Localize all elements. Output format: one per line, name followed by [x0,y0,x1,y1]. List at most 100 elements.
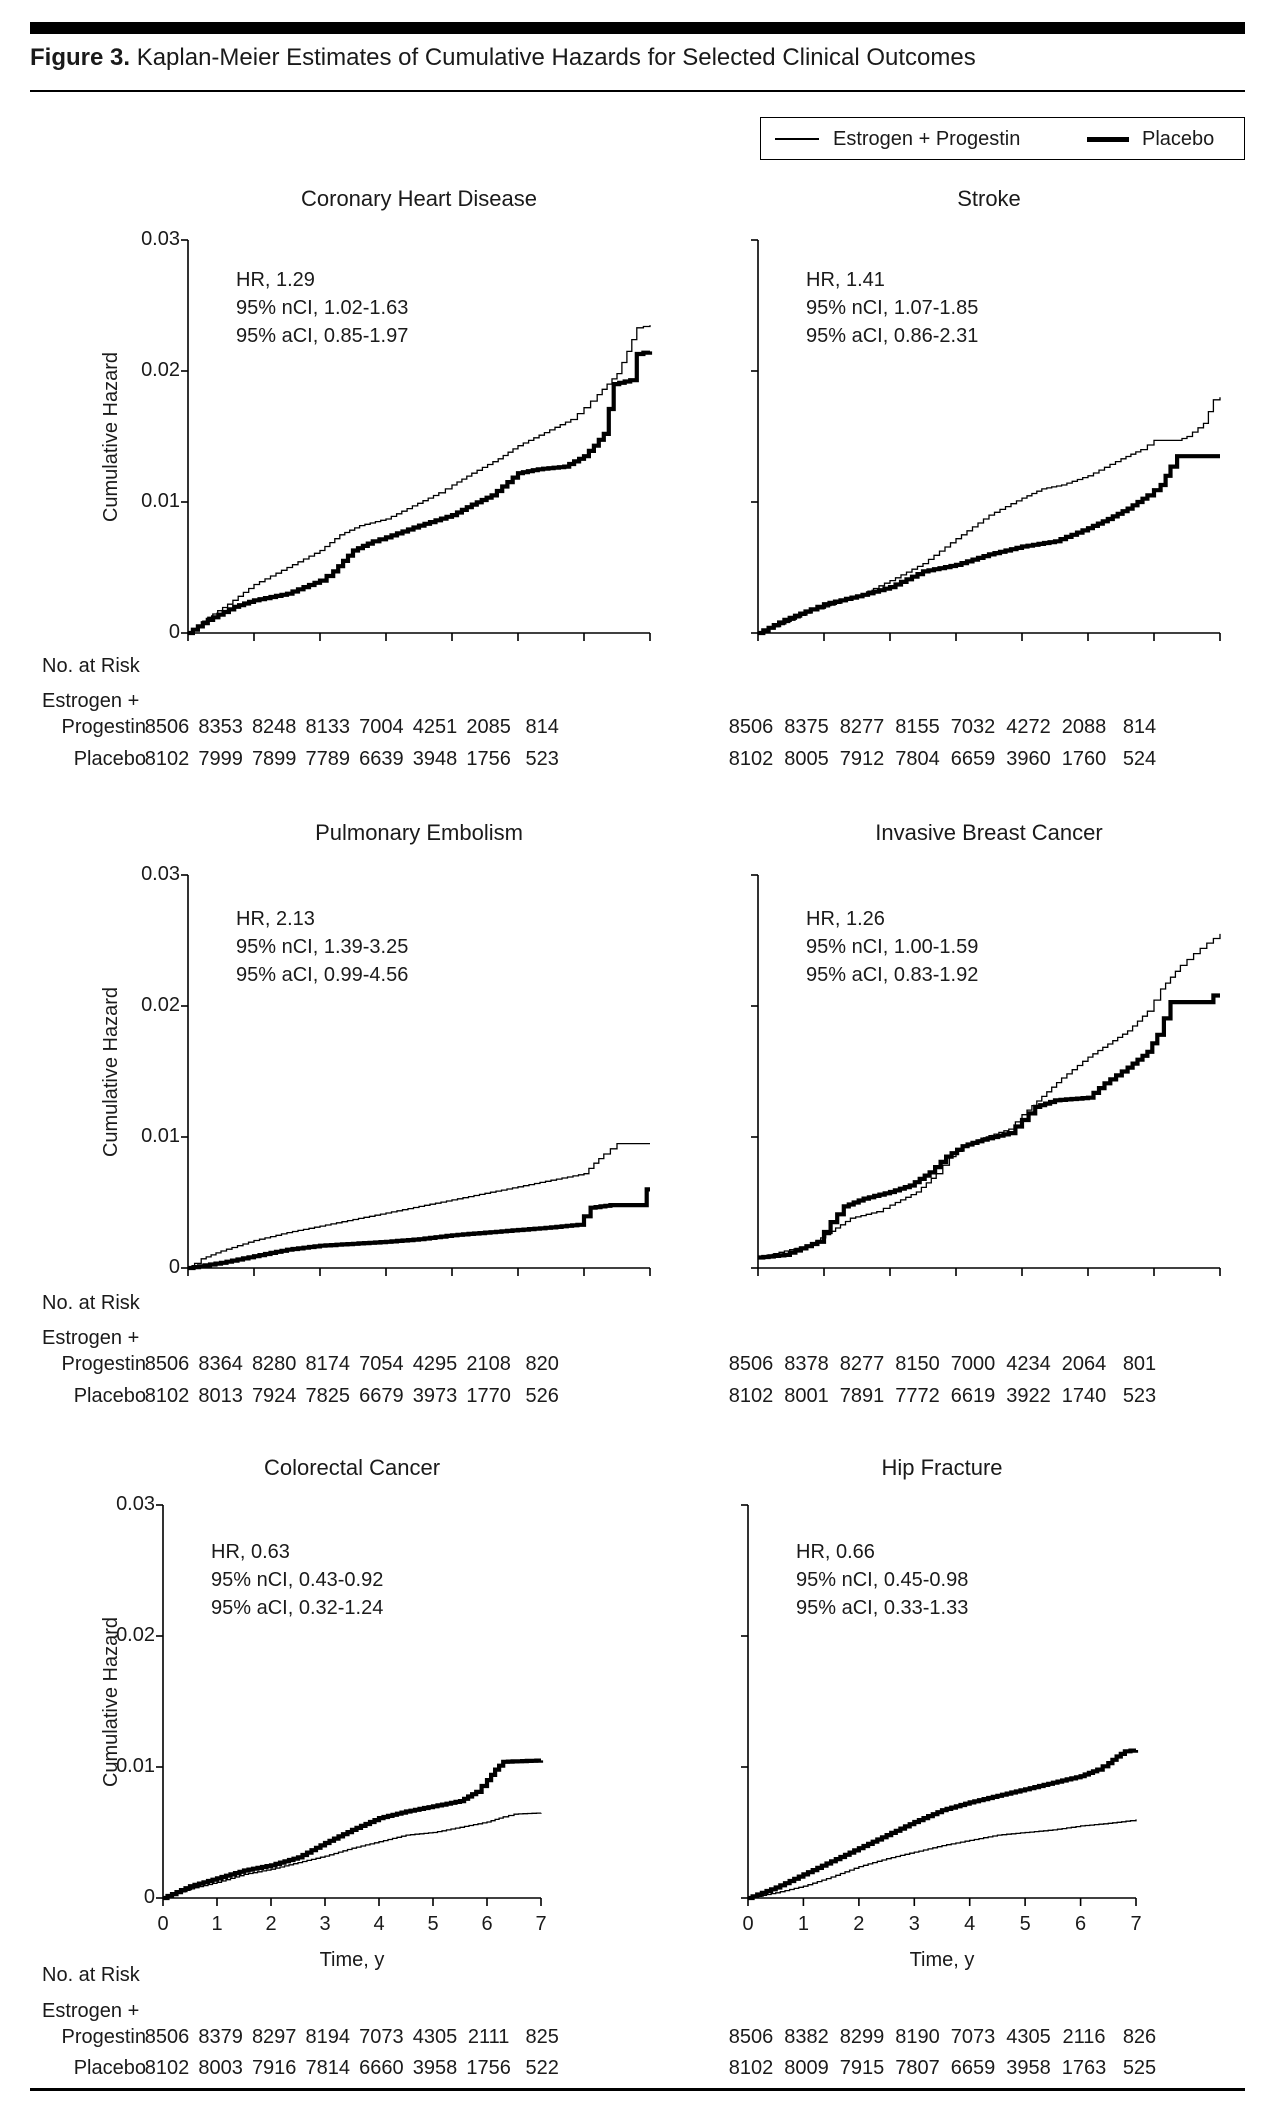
risk-count-estrogen-progestin: 8506 [728,716,774,738]
hr-value: HR, 1.26 [806,908,885,930]
risk-count-estrogen-progestin: 825 [525,2026,559,2048]
risk-count-placebo: 1740 [1061,1385,1107,1407]
risk-count-placebo: 8003 [198,2057,243,2079]
x-tick-label: 4 [964,1913,976,1935]
risk-count-estrogen-progestin: 7004 [359,716,404,738]
risk-group-progestin-label: Progestin [61,2026,147,2048]
km-plot-coronary-heart-disease [181,239,653,641]
risk-count-placebo: 1770 [466,1385,511,1407]
risk-count-estrogen-progestin: 8299 [839,2026,885,2048]
y-axis-label: Cumulative Hazard [100,986,122,1157]
y-tick-label: 0 [143,1886,155,1908]
risk-count-estrogen-progestin: 8280 [251,1353,297,1375]
risk-count-placebo: 6619 [950,1385,996,1407]
y-tick-label: 0.03 [141,863,180,885]
x-tick-label: 6 [1075,1913,1087,1935]
risk-count-estrogen-progestin: 8378 [784,1353,829,1375]
nci-value: 95% nCI, 1.07-1.85 [806,297,979,319]
panel-title: Stroke [957,186,1021,211]
risk-count-placebo: 6660 [359,2057,404,2079]
risk-count-placebo: 8102 [728,2057,774,2079]
risk-count-estrogen-progestin: 7032 [950,716,996,738]
risk-count-estrogen-progestin: 8379 [198,2026,243,2048]
risk-count-placebo: 7999 [198,748,243,770]
risk-group-estrogen-label: Estrogen + [42,690,140,712]
risk-group-estrogen-label: Estrogen + [42,1327,140,1349]
nci-value: 95% nCI, 1.02-1.63 [236,297,409,319]
y-tick-label: 0.02 [116,1624,155,1646]
risk-count-placebo: 526 [525,1385,559,1407]
risk-group-placebo-label: Placebo [73,1385,146,1407]
risk-count-placebo: 8102 [728,1385,774,1407]
x-axis-label: Time, y [909,1949,975,1971]
risk-count-estrogen-progestin: 826 [1122,2026,1157,2048]
x-tick-label: 7 [535,1913,547,1935]
hr-value: HR, 2.13 [236,908,315,930]
x-tick-label: 2 [853,1913,865,1935]
y-tick-label: 0.02 [141,994,180,1016]
figure-label: Figure 3. [30,44,131,71]
risk-count-estrogen-progestin: 801 [1122,1353,1157,1375]
risk-count-estrogen-progestin: 8506 [728,1353,774,1375]
x-tick-label: 0 [742,1913,754,1935]
bottom-rule-bar [30,2088,1245,2091]
risk-count-estrogen-progestin: 8382 [784,2026,829,2048]
risk-count-placebo: 8102 [144,2057,190,2079]
aci-value: 95% aCI, 0.33-1.33 [796,1597,969,1619]
risk-count-placebo: 7772 [895,1385,940,1407]
y-tick-label: 0.01 [141,490,180,512]
aci-value: 95% aCI, 0.83-1.92 [806,964,979,986]
x-tick-label: 5 [1019,1913,1031,1935]
hr-annotation: HR, 0.63 95% nCI, 0.43-0.92 95% aCI, 0.3… [211,1538,383,1622]
risk-count-placebo: 3958 [1006,2057,1051,2079]
legend-box: Estrogen + Progestin Placebo [760,117,1245,160]
risk-count-estrogen-progestin: 4295 [412,1353,458,1375]
risk-count-placebo: 6679 [359,1385,404,1407]
risk-count-placebo: 3960 [1006,748,1051,770]
risk-count-placebo: 7912 [839,748,885,770]
risk-count-placebo: 8009 [784,2057,829,2079]
risk-count-placebo: 8102 [144,1385,190,1407]
risk-group-progestin-label: Progestin [61,1353,147,1375]
risk-count-placebo: 7916 [251,2057,297,2079]
nci-value: 95% nCI, 1.00-1.59 [806,936,979,958]
risk-count-placebo: 6659 [950,748,996,770]
risk-count-estrogen-progestin: 8506 [144,1353,190,1375]
risk-count-estrogen-progestin: 814 [1122,716,1157,738]
risk-count-placebo: 7825 [305,1385,351,1407]
hr-annotation: HR, 0.66 95% nCI, 0.45-0.98 95% aCI, 0.3… [796,1538,968,1622]
risk-count-estrogen-progestin: 814 [525,716,559,738]
panel-title: Pulmonary Embolism [315,820,523,845]
y-tick-label: 0 [168,621,180,643]
risk-count-estrogen-progestin: 4234 [1006,1353,1051,1375]
risk-count-placebo: 7807 [895,2057,940,2079]
y-tick-label: 0.03 [141,228,180,250]
risk-group-placebo-label: Placebo [73,2057,146,2079]
panel-title: Invasive Breast Cancer [875,820,1103,845]
risk-count-placebo: 7891 [839,1385,885,1407]
risk-count-placebo: 525 [1122,2057,1157,2079]
risk-count-estrogen-progestin: 8150 [895,1353,940,1375]
risk-count-placebo: 3973 [412,1385,458,1407]
risk-count-estrogen-progestin: 2085 [466,716,511,738]
hr-value: HR, 0.66 [796,1541,875,1563]
risk-count-placebo: 1760 [1061,748,1107,770]
aci-value: 95% aCI, 0.32-1.24 [211,1597,384,1619]
x-tick-label: 3 [319,1913,331,1935]
risk-count-placebo: 7804 [895,748,940,770]
risk-count-estrogen-progestin: 8506 [144,716,190,738]
risk-count-placebo: 6659 [950,2057,996,2079]
risk-count-estrogen-progestin: 2111 [467,2026,510,2048]
risk-group-estrogen-label: Estrogen + [42,2000,140,2022]
x-tick-label: 6 [481,1913,493,1935]
risk-count-placebo: 8005 [784,748,829,770]
risk-count-estrogen-progestin: 2116 [1062,2026,1106,2048]
aci-value: 95% aCI, 0.85-1.97 [236,325,409,347]
risk-count-estrogen-progestin: 4305 [412,2026,458,2048]
risk-count-estrogen-progestin: 4305 [1006,2026,1051,2048]
hr-value: HR, 0.63 [211,1541,290,1563]
x-tick-label: 3 [908,1913,920,1935]
risk-count-placebo: 1756 [466,748,511,770]
panel-title: Coronary Heart Disease [301,186,537,211]
x-tick-label: 4 [373,1913,385,1935]
